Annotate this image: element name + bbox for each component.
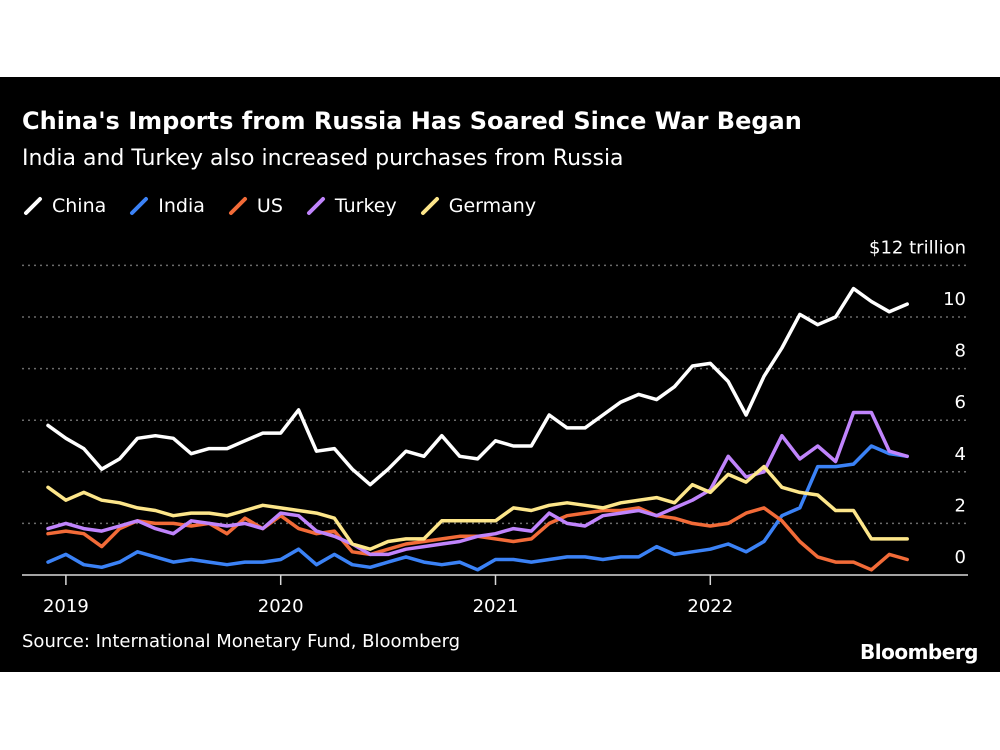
series-line-china <box>46 286 909 487</box>
legend-swatch-icon <box>420 197 439 215</box>
legend-label: Turkey <box>334 195 397 217</box>
series-line-india <box>46 444 909 572</box>
y-tick-label: 8 <box>955 341 966 362</box>
line-chart: 0 2 4 6 8 10 $12 trillion 2019 2020 2021 2022 <box>22 237 968 617</box>
legend-item-us: US <box>227 195 283 217</box>
legend-label: India <box>158 195 205 217</box>
y-tick-label: 10 <box>943 289 966 310</box>
chart-subtitle: India and Turkey also increased purchase… <box>22 146 624 171</box>
x-tick-label: 2020 <box>258 596 304 617</box>
legend-swatch-icon <box>24 197 42 215</box>
legend-label: China <box>52 195 107 217</box>
chart-title: China's Imports from Russia Has Soared S… <box>22 107 802 135</box>
legend-item-turkey: Turkey <box>305 195 397 217</box>
y-tick-label: 0 <box>955 547 966 568</box>
series-line-turkey <box>46 410 909 557</box>
chart-legend: China India US Turkey Germany <box>22 195 558 217</box>
y-tick-label: 4 <box>955 444 966 465</box>
legend-swatch-icon <box>306 197 325 215</box>
legend-label: Germany <box>448 195 537 217</box>
legend-item-india: India <box>128 195 205 217</box>
bloomberg-logo: Bloomberg <box>860 640 978 664</box>
legend-swatch-icon <box>130 197 149 215</box>
source-note: Source: International Monetary Fund, Blo… <box>22 631 461 652</box>
y-tick-label: 6 <box>955 392 966 413</box>
legend-label: US <box>256 195 283 217</box>
series-line-germany <box>46 464 909 551</box>
y-tick-label: 2 <box>955 495 966 516</box>
x-tick-label: 2019 <box>43 596 89 617</box>
x-tick-label: 2021 <box>473 596 519 617</box>
legend-item-germany: Germany <box>419 195 536 217</box>
legend-item-china: China <box>22 195 106 217</box>
chart-panel: China's Imports from Russia Has Soared S… <box>0 77 1000 672</box>
y-tick-label: $12 trillion <box>869 237 966 258</box>
legend-swatch-icon <box>228 197 247 215</box>
x-tick-label: 2022 <box>687 596 733 617</box>
